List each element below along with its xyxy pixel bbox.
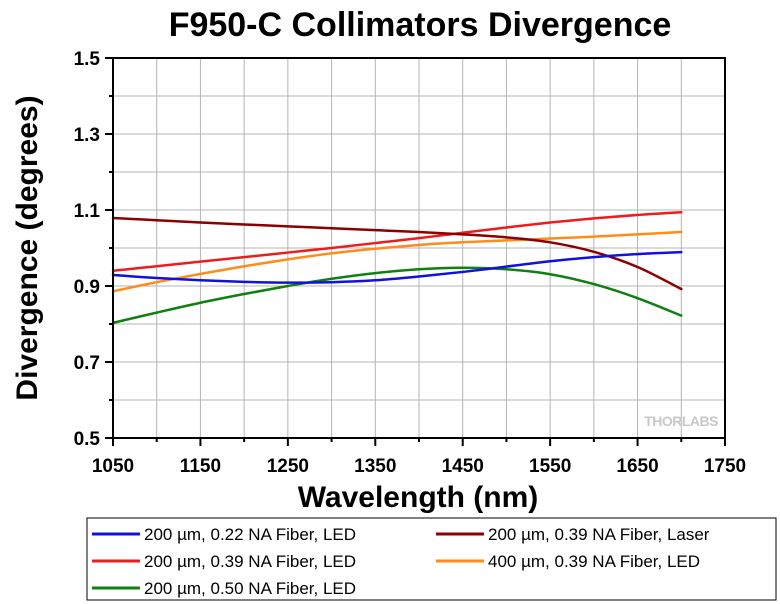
x-tick-label: 1050 bbox=[92, 456, 134, 477]
x-tick-label: 1650 bbox=[616, 456, 658, 477]
series-line-1 bbox=[111, 250, 683, 284]
legend-label: 200 µm, 0.22 NA Fiber, LED bbox=[144, 525, 356, 544]
x-tick-label: 1750 bbox=[704, 456, 746, 477]
x-axis-tick-labels: 1050 1150 1250 1350 1450 1550 1650 1750 bbox=[92, 456, 746, 477]
legend-label: 200 µm, 0.39 NA Fiber, Laser bbox=[488, 525, 710, 544]
legend-label: 400 µm, 0.39 NA Fiber, LED bbox=[488, 552, 700, 571]
axis-ticks bbox=[105, 57, 726, 446]
x-tick-label: 1250 bbox=[267, 456, 309, 477]
series-lines bbox=[111, 211, 683, 325]
thorlabs-watermark: THORLABS bbox=[644, 413, 718, 429]
y-axis-title: Divergence (degrees) bbox=[11, 95, 44, 400]
x-tick-label: 1550 bbox=[529, 456, 571, 477]
y-axis-tick-labels: 0.5 0.7 0.9 1.1 1.3 1.5 bbox=[74, 49, 101, 450]
chart-title: F950-C Collimators Divergence bbox=[169, 6, 672, 44]
series-line-3 bbox=[111, 211, 683, 273]
legend-box bbox=[86, 517, 777, 601]
y-tick-label: 1.5 bbox=[74, 49, 101, 70]
x-tick-label: 1350 bbox=[354, 456, 396, 477]
y-tick-label: 1.3 bbox=[74, 125, 100, 146]
x-tick-label: 1150 bbox=[180, 456, 221, 477]
y-tick-label: 0.5 bbox=[74, 429, 101, 450]
legend-label: 200 µm, 0.39 NA Fiber, LED bbox=[144, 552, 356, 571]
legend-label: 200 µm, 0.50 NA Fiber, LED bbox=[144, 579, 356, 598]
x-axis-title: Wavelength (nm) bbox=[298, 481, 539, 514]
y-tick-label: 0.7 bbox=[74, 353, 100, 374]
y-tick-label: 1.1 bbox=[74, 201, 101, 222]
grid-lines bbox=[113, 58, 725, 438]
y-tick-label: 0.9 bbox=[74, 277, 100, 298]
series-line-2 bbox=[111, 216, 683, 291]
legend: 200 µm, 0.22 NA Fiber, LED 200 µm, 0.39 N… bbox=[86, 517, 777, 601]
x-tick-label: 1450 bbox=[442, 456, 484, 477]
series-line-5 bbox=[111, 266, 683, 325]
series-line-4 bbox=[111, 230, 683, 293]
